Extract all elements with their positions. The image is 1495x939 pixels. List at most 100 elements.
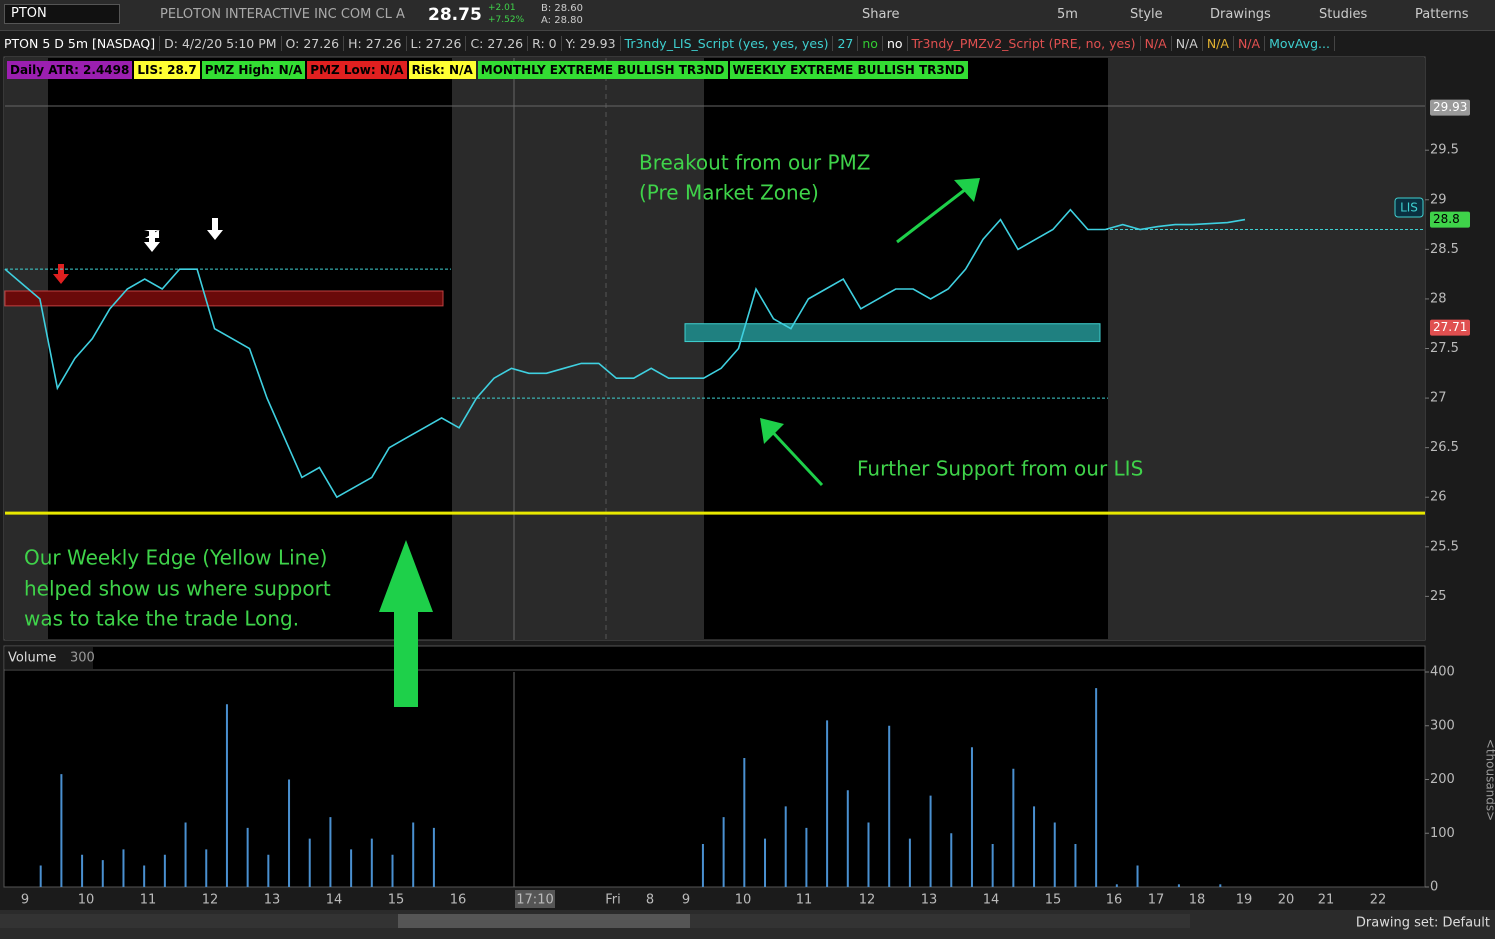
y-tick-label: 29.5 [1430,143,1459,158]
volume-bar [205,849,208,887]
y-tick-label: 27.5 [1430,341,1459,356]
volume-bar [784,806,787,887]
price-zone [684,323,1101,343]
annotation: was to take the trade Long. [24,607,299,631]
volume-bar [81,854,84,887]
toolbar-button[interactable]: 5m [1057,7,1078,22]
x-tick-label: 13 [264,893,281,908]
volume-bar [350,849,353,887]
y-tick-label: 25 [1430,589,1447,604]
volume-bar [1177,884,1180,887]
cursor-time-box [515,890,555,908]
y-tick-label: 400 [1430,665,1455,680]
study-label: LIS: 28.7 [134,61,200,79]
session-shade [452,58,704,640]
annotation: Breakout from our PMZ [639,151,870,175]
lis-tag-label: LIS [1400,201,1418,215]
x-tick-label: 22 [1370,893,1387,908]
annotation-arrow [763,422,824,487]
volume-bar [329,817,332,887]
scroll-thumb[interactable] [398,914,690,928]
marker-arrow [144,230,160,252]
info-item: D: 4/2/20 5:10 PM [160,35,282,51]
price-marker-label: 28.8 [1433,212,1460,226]
price-marker [1430,319,1470,336]
x-tick-label: 10 [78,893,95,908]
volume-bar [970,747,973,887]
volume-bar [950,833,953,887]
annotation-arrow [954,178,980,202]
volume-bar [1012,768,1015,887]
x-tick-label: 12 [859,893,876,908]
x-tick-label: 20 [1278,893,1295,908]
volume-bar [101,860,104,887]
annotation: Our Weekly Edge (Yellow Line) [24,546,327,570]
volume-bar [39,865,42,887]
volume-bar [1219,884,1222,887]
y-tick-label: 28.5 [1430,242,1459,257]
info-item: 27 [833,35,859,51]
x-tick-label: 17 [1148,893,1165,908]
marker-arrow [53,264,69,284]
y-tick-label: 200 [1430,772,1455,787]
info-item: no [883,35,908,51]
volume-bar [391,854,394,887]
info-item: C: 27.26 [466,35,529,51]
x-tick-label: 19 [1236,893,1253,908]
info-item: N/A [1141,35,1172,51]
volume-title: Volume [8,651,56,666]
study-label: Risk: N/A [408,61,476,79]
study-label: PMZ Low: N/A [307,61,407,79]
company: PELOTON INTERACTIVE INC COM CL A [160,7,405,22]
bid: B: 28.60 [541,3,584,14]
volume-bar [764,838,767,887]
volume-bar [805,827,808,887]
x-tick-label: 18 [1189,893,1206,908]
volume-bar [246,827,249,887]
x-tick-label: 15 [1045,893,1062,908]
info-bar: PTON 5 D 5m [NASDAQ] D: 4/2/20 5:10 PM O: … [0,31,1425,55]
x-tick-label: Fri [605,893,621,908]
drawing-set[interactable]: Drawing set: Default [1356,916,1490,931]
session-shade [1108,58,1425,640]
symbol-box[interactable]: PTON [4,4,120,24]
volume-bar [888,725,891,887]
volume-bar [722,817,725,887]
y-tick-label: 28 [1430,291,1447,306]
toolbar-button[interactable]: Style [1130,7,1163,22]
volume-bar [929,795,932,887]
toolbar-button[interactable]: Patterns [1415,7,1469,22]
x-tick-label: 8 [646,893,654,908]
last-price: 28.75 [428,5,482,25]
volume-bar [122,849,125,887]
y-tick-label: 29 [1430,192,1447,207]
x-tick-label: 21 [1318,893,1335,908]
volume-bar [743,758,746,887]
y-tick-label: 26.5 [1430,440,1459,455]
annotation: (Pre Market Zone) [639,181,819,205]
x-tick-label: 16 [1106,893,1123,908]
x-tick-label: 9 [21,893,29,908]
x-tick-label: 14 [326,893,343,908]
volume-bar [163,854,166,887]
study-label: PMZ High: N/A [201,61,306,79]
toolbar-button[interactable]: Share [862,7,900,22]
annotation: Further Support from our LIS [857,457,1143,481]
toolbar-button[interactable]: Studies [1319,7,1368,22]
annotation: helped show us where support [24,577,331,601]
y-tick-label: 26 [1430,490,1447,505]
study-labels: Daily ATR: 2.4498 LIS: 28.7 PMZ High: N/A P… [7,61,968,79]
marker-arrow [207,218,223,240]
lis-tag [1394,197,1424,218]
toolbar-button[interactable]: Drawings [1210,7,1271,22]
y-tick-label: 25.5 [1430,539,1459,554]
x-tick-label: 12 [202,893,219,908]
x-tick-label: 14 [983,893,1000,908]
info-item: O: 27.26 [282,35,345,51]
volume-panel [3,645,1426,888]
info-item: no [858,35,883,51]
x-tick-label: 15 [388,893,405,908]
volume-bar [1074,844,1077,887]
